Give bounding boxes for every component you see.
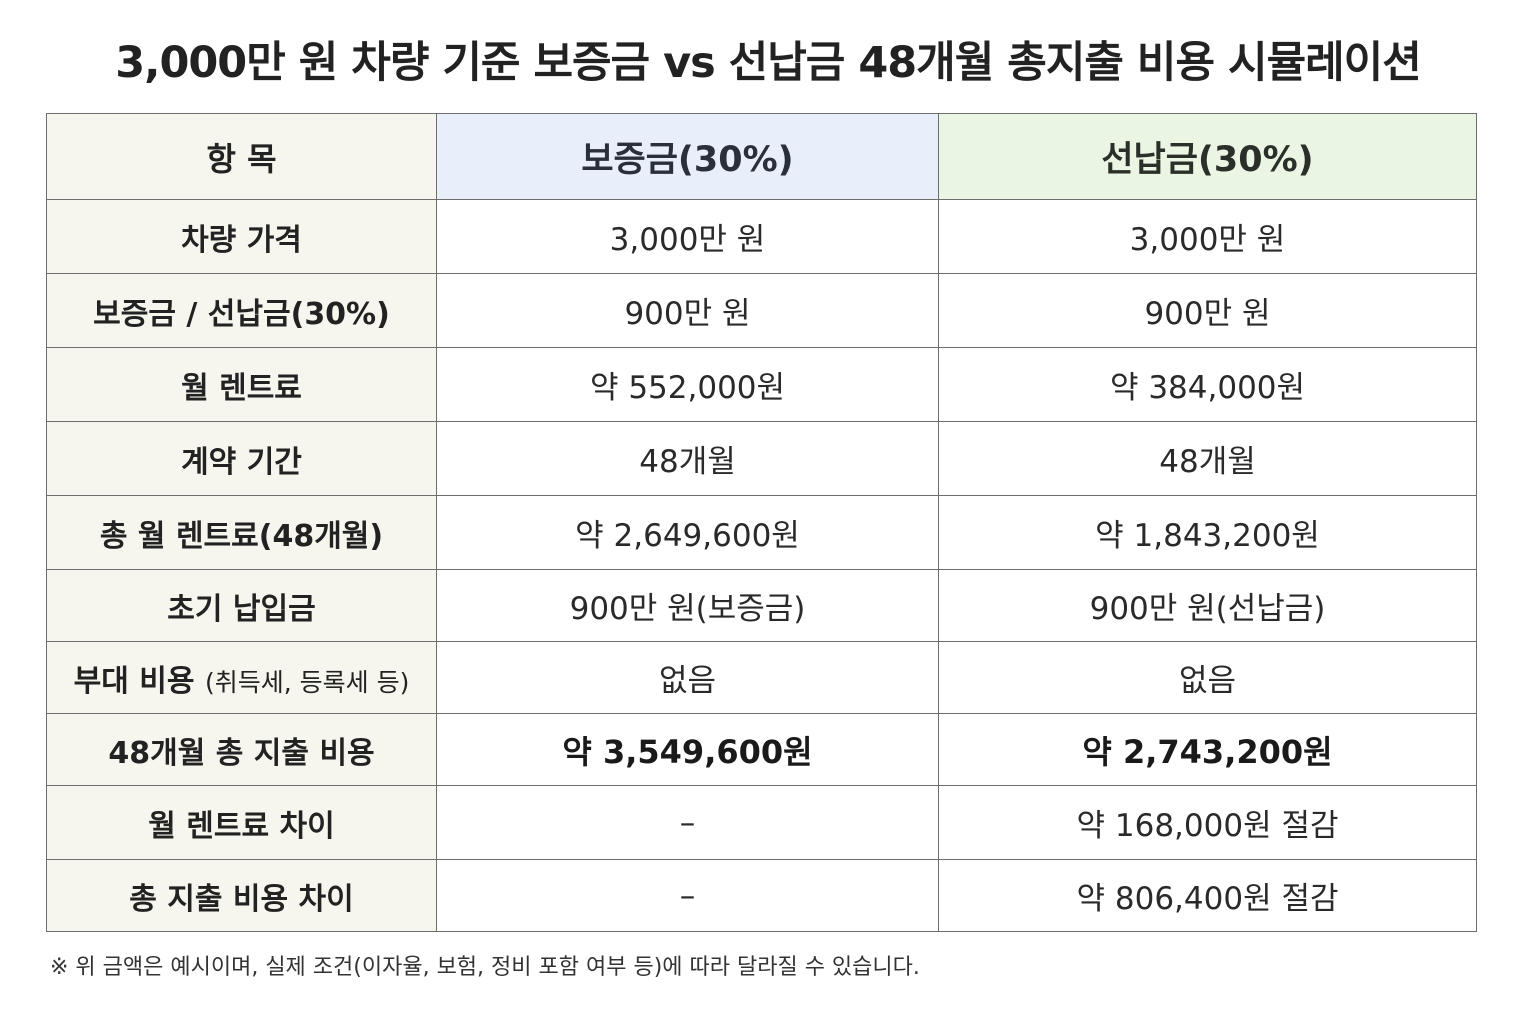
row-label-text: 보증금 / 선납금(30%) <box>93 296 390 332</box>
row-label-text: 차량 가격 <box>181 222 302 258</box>
row-label: 차량 가격 <box>46 199 437 274</box>
row-label-note: (취득세, 등록세 등) <box>204 667 410 697</box>
footnote: ※ 위 금액은 예시이며, 실제 조건(이자율, 보험, 정비 포함 여부 등)… <box>50 955 920 980</box>
page-title: 3,000만 원 차량 기준 보증금 vs 선납금 48개월 총지출 비용 시뮬… <box>115 38 1422 88</box>
row-label: 부대 비용 (취득세, 등록세 등) <box>46 641 437 714</box>
row-monthly-rent: 월 렌트료 약 552,000원 약 384,000원 <box>46 347 1477 422</box>
row-label-text: 48개월 총 지출 비용 <box>108 735 375 771</box>
deposit-cell: 900만 원(보증금) <box>436 569 939 642</box>
row-label-text: 초기 납입금 <box>167 591 316 627</box>
row-label-text: 월 렌트료 <box>181 370 302 406</box>
row-initial-amount-30: 보증금 / 선납금(30%) 900만 원 900만 원 <box>46 273 1477 348</box>
deposit-cell: 900만 원 <box>436 273 939 348</box>
row-label: 월 렌트료 <box>46 347 437 422</box>
row-label: 총 월 렌트료(48개월) <box>46 495 437 570</box>
row-extra-costs: 부대 비용 (취득세, 등록세 등) 없음 없음 <box>46 641 1477 714</box>
comparison-table: 항 목 보증금(30%) 선납금(30%) 차량 가격 3,000만 원 3,0… <box>46 113 1477 932</box>
prepay-cell: 900만 원(선납금) <box>938 569 1477 642</box>
header-prepay: 선납금(30%) <box>938 113 1477 200</box>
row-label-text: 총 지출 비용 차이 <box>129 881 354 917</box>
row-total-expense-difference: 총 지출 비용 차이 – 약 806,400원 절감 <box>46 859 1477 932</box>
deposit-cell: 없음 <box>436 641 939 714</box>
row-label-text: 월 렌트료 차이 <box>148 808 335 844</box>
prepay-cell: 3,000만 원 <box>938 199 1477 274</box>
row-contract-period: 계약 기간 48개월 48개월 <box>46 421 1477 496</box>
table-header-row: 항 목 보증금(30%) 선납금(30%) <box>46 113 1477 200</box>
prepay-cell: 약 806,400원 절감 <box>938 859 1477 932</box>
prepay-cell: 약 168,000원 절감 <box>938 785 1477 860</box>
prepay-cell: 없음 <box>938 641 1477 714</box>
row-vehicle-price: 차량 가격 3,000만 원 3,000만 원 <box>46 199 1477 274</box>
deposit-cell: 약 2,649,600원 <box>436 495 939 570</box>
row-label: 초기 납입금 <box>46 569 437 642</box>
row-initial-payment: 초기 납입금 900만 원(보증금) 900만 원(선납금) <box>46 569 1477 642</box>
row-label: 월 렌트료 차이 <box>46 785 437 860</box>
row-total-expense: 48개월 총 지출 비용 약 3,549,600원 약 2,743,200원 <box>46 713 1477 786</box>
row-label: 보증금 / 선납금(30%) <box>46 273 437 348</box>
row-label-text: 계약 기간 <box>181 444 302 480</box>
prepay-cell: 약 1,843,200원 <box>938 495 1477 570</box>
header-deposit: 보증금(30%) <box>436 113 939 200</box>
prepay-cell: 900만 원 <box>938 273 1477 348</box>
row-label: 총 지출 비용 차이 <box>46 859 437 932</box>
deposit-cell: 48개월 <box>436 421 939 496</box>
row-label-text: 총 월 렌트료(48개월) <box>99 518 384 554</box>
prepay-cell: 약 384,000원 <box>938 347 1477 422</box>
header-item: 항 목 <box>46 113 437 200</box>
deposit-cell: – <box>436 785 939 860</box>
row-label: 48개월 총 지출 비용 <box>46 713 437 786</box>
row-total-monthly-rent: 총 월 렌트료(48개월) 약 2,649,600원 약 1,843,200원 <box>46 495 1477 570</box>
deposit-cell: 약 552,000원 <box>436 347 939 422</box>
row-label: 계약 기간 <box>46 421 437 496</box>
prepay-cell: 약 2,743,200원 <box>938 713 1477 786</box>
prepay-cell: 48개월 <box>938 421 1477 496</box>
row-label-text: 부대 비용 <box>73 663 195 699</box>
row-monthly-rent-difference: 월 렌트료 차이 – 약 168,000원 절감 <box>46 785 1477 860</box>
deposit-cell: 3,000만 원 <box>436 199 939 274</box>
deposit-cell: – <box>436 859 939 932</box>
deposit-cell: 약 3,549,600원 <box>436 713 939 786</box>
